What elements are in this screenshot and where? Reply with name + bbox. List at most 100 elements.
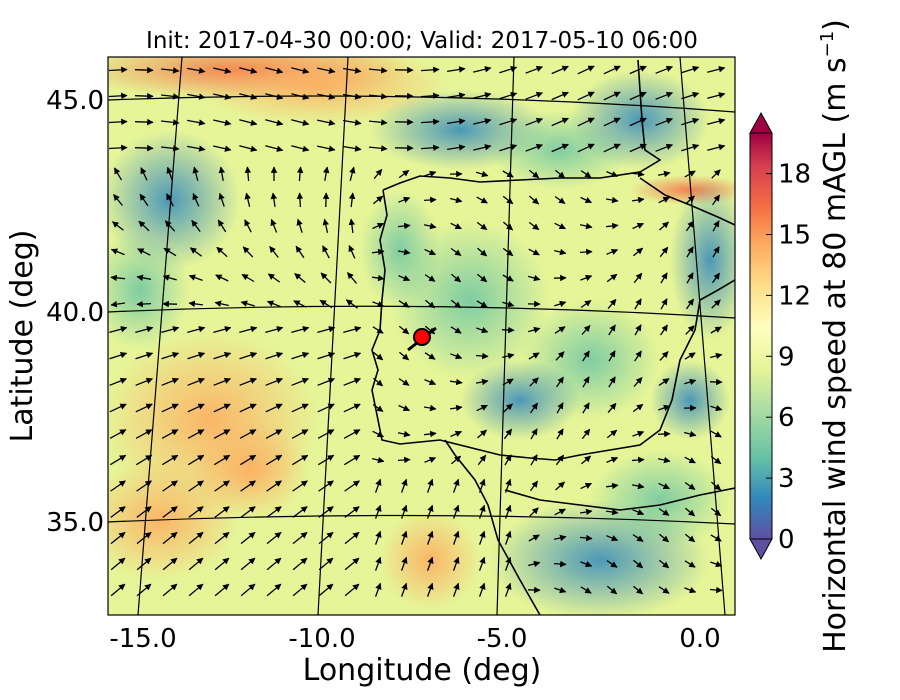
wind-arrow <box>556 428 564 440</box>
wind-arrow <box>473 118 492 125</box>
wind-arrow <box>658 586 670 594</box>
wind-arrow <box>347 272 357 284</box>
wind-arrow <box>710 430 722 438</box>
wind-arrow <box>504 504 512 519</box>
wind-arrow <box>188 274 203 282</box>
wind-arrow <box>265 351 284 360</box>
wind-arrow <box>582 402 590 414</box>
wind-arrow <box>473 144 492 151</box>
wind-arrow <box>582 376 590 388</box>
wind-arrow <box>317 119 336 126</box>
wind-arrow <box>186 67 206 74</box>
wind-arrow <box>707 118 726 125</box>
wind-arrow <box>266 480 282 492</box>
wind-arrow <box>140 167 148 181</box>
wind-arrow <box>446 66 466 73</box>
wind-arrow <box>111 221 124 231</box>
wind-arrow <box>109 429 127 439</box>
wind-arrow <box>426 478 434 493</box>
wind-arrow <box>632 247 644 257</box>
marker-dot <box>413 328 431 346</box>
wind-arrow <box>187 403 205 413</box>
wind-arrow <box>240 531 256 545</box>
wind-arrow <box>502 170 514 178</box>
wind-arrow <box>607 402 617 414</box>
wind-arrow <box>659 246 669 258</box>
wind-arrow <box>214 557 230 571</box>
wind-arrow <box>136 557 152 571</box>
wind-arrow <box>452 478 460 493</box>
wind-arrow <box>581 428 591 440</box>
wind-arrow <box>452 556 460 571</box>
wind-arrow <box>265 145 284 152</box>
wind-arrow <box>372 456 385 464</box>
wind-arrow <box>423 222 437 230</box>
wind-arrow <box>215 274 229 282</box>
wind-arrow <box>553 534 567 542</box>
wind-arrow <box>187 429 205 439</box>
wind-arrow <box>606 535 619 542</box>
wind-arrow <box>681 91 700 100</box>
wind-arrow <box>213 454 231 466</box>
wind-arrow <box>317 454 335 466</box>
wind-arrow <box>192 193 200 207</box>
wind-arrow <box>244 219 252 233</box>
wind-arrow <box>450 222 462 230</box>
wind-arrow <box>372 377 384 387</box>
wind-arrow <box>629 117 647 127</box>
x-tick-label: -15.0 <box>109 624 176 654</box>
wind-arrow <box>136 531 152 545</box>
wind-vectors <box>108 65 726 597</box>
x-axis-label: Longitude (deg) <box>303 653 542 688</box>
wind-arrow <box>426 556 434 571</box>
wind-arrow <box>681 65 700 74</box>
wind-arrow <box>218 192 225 207</box>
wind-arrow <box>477 454 487 466</box>
wind-arrow <box>295 245 305 259</box>
wind-arrow <box>239 93 258 100</box>
wind-arrow <box>528 352 540 360</box>
wind-arrow <box>629 65 647 75</box>
wind-arrow <box>658 559 670 569</box>
wind-arrow <box>138 220 150 232</box>
wind-arrow <box>555 481 565 491</box>
wind-arrow <box>270 192 278 207</box>
wind-arrow <box>187 351 206 360</box>
wind-arrow <box>317 67 336 74</box>
wind-arrow <box>192 166 199 181</box>
wind-arrow <box>530 428 538 440</box>
wind-arrow <box>452 504 460 519</box>
wind-arrow <box>265 119 284 126</box>
wind-arrow <box>186 93 206 100</box>
wind-arrow <box>686 246 694 258</box>
wind-arrow <box>606 171 619 178</box>
wind-arrow <box>372 195 384 205</box>
wind-arrow <box>372 248 385 256</box>
wind-arrow <box>291 351 310 360</box>
wind-arrow <box>345 299 358 309</box>
wind-arrow <box>504 454 512 466</box>
wind-arrow <box>420 144 440 152</box>
wind-arrow <box>605 196 619 204</box>
wind-arrow <box>659 351 669 361</box>
wind-arrow <box>398 351 410 361</box>
wind-arrow <box>707 92 726 99</box>
wind-arrow <box>632 509 645 516</box>
wind-arrow <box>161 119 180 126</box>
wind-arrow <box>551 143 569 153</box>
wind-arrow <box>551 117 569 127</box>
wind-arrow <box>684 378 697 386</box>
wind-arrow <box>161 67 180 74</box>
wind-arrow <box>239 454 257 466</box>
colorbar-tick-label: 9 <box>778 342 795 372</box>
wind-arrow <box>655 65 674 74</box>
wind-arrow <box>343 326 362 334</box>
wind-arrow <box>317 145 336 152</box>
wind-arrow <box>631 170 645 178</box>
y-axis-label: Latitude (deg) <box>5 230 40 443</box>
wind-arrow <box>239 326 258 334</box>
wind-arrow <box>113 167 123 181</box>
wind-arrow <box>344 480 360 492</box>
wind-arrow <box>424 274 436 282</box>
